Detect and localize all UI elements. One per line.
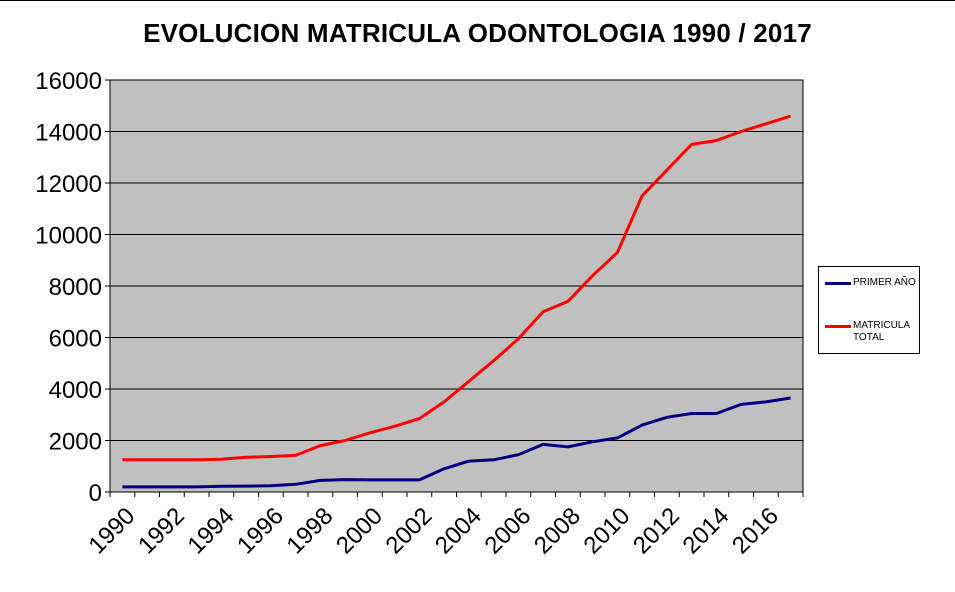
x-tick-label: 1994: [183, 502, 240, 559]
series-line-matricula-total: [122, 114, 792, 462]
y-tick-label: 16000: [35, 68, 102, 95]
y-tick-label: 4000: [49, 377, 102, 404]
x-tick-label: 2016: [727, 502, 784, 559]
legend-label-matricula-total: MATRICULA TOTAL: [853, 320, 910, 343]
y-tick-label: 8000: [49, 274, 102, 301]
x-tick-label: 2006: [480, 502, 537, 559]
x-tick-label: 2002: [381, 502, 438, 559]
y-tick-label: 14000: [35, 120, 102, 147]
x-tick-label: 2008: [529, 502, 586, 559]
y-tick-label: 6000: [49, 326, 102, 353]
x-tick-label: 1990: [84, 502, 141, 559]
x-tick-label: 2012: [628, 502, 685, 559]
legend-swatch-matricula-total: [825, 325, 851, 328]
plot-area-group: 0 2000 4000 6000 8000 10000 12000 14000 16000 199…: [35, 68, 804, 559]
x-tick-label: 2014: [678, 502, 735, 559]
x-tick-label: 2000: [331, 502, 388, 559]
x-tick-label: 1998: [282, 502, 339, 559]
x-tick-label: 1992: [133, 502, 190, 559]
legend-label-primer-ano: PRIMER AÑO: [853, 277, 916, 288]
y-tick-label: 0: [89, 480, 102, 507]
chart-title: EVOLUCION MATRICULA ODONTOLOGIA 1990 / 2…: [143, 18, 812, 48]
y-tick-label: 12000: [35, 171, 102, 198]
legend-swatch-primer-ano: [825, 282, 851, 285]
y-tick-label: 2000: [49, 429, 102, 456]
series-line-primer-ano: [122, 396, 791, 489]
legend: PRIMER AÑO MATRICULA TOTAL: [818, 266, 920, 354]
x-tick-label: 2010: [579, 502, 636, 559]
y-tick-label: 10000: [35, 223, 102, 250]
x-tick-label: 2004: [430, 502, 487, 559]
top-border: [0, 0, 955, 1]
x-tick-label: 1996: [232, 502, 289, 559]
